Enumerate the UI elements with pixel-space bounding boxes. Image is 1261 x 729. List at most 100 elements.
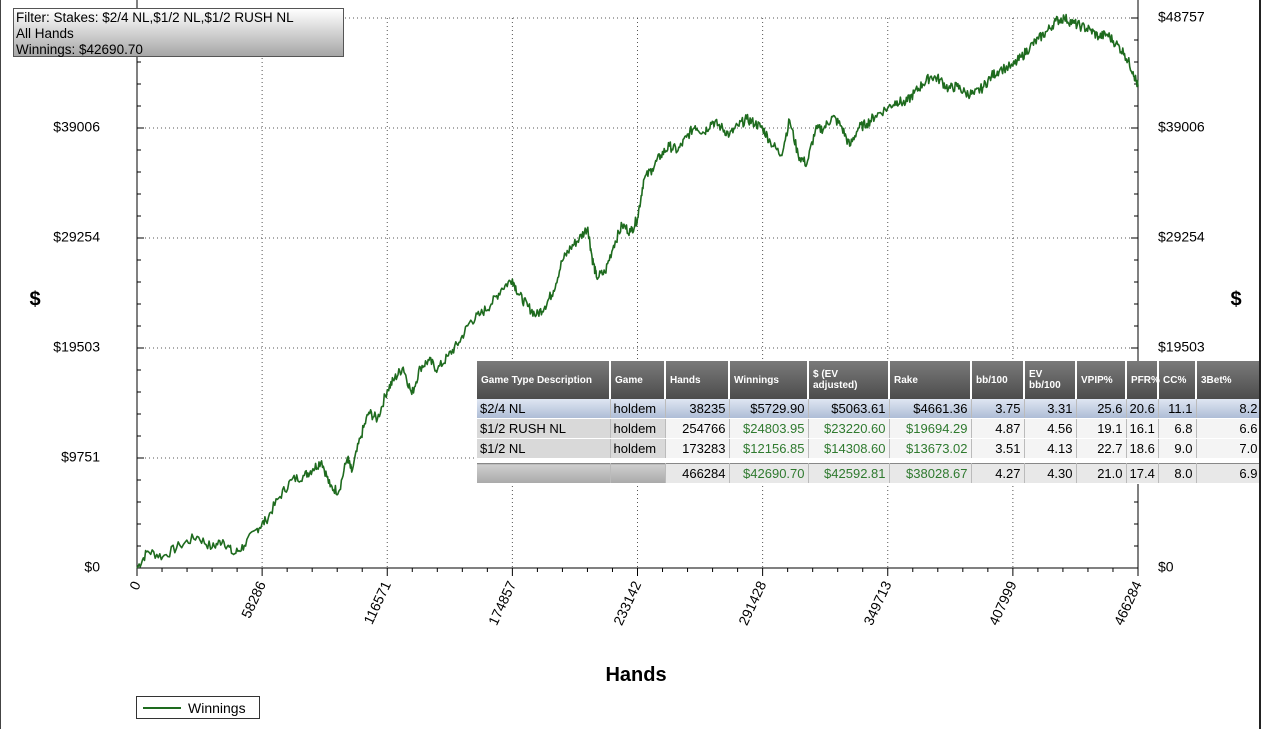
y-tick-label-right: $0	[1158, 559, 1174, 575]
cell-total-winnings: $42690.70	[729, 463, 809, 484]
table-spacer	[477, 458, 1261, 464]
cell-bb100: 3.75	[971, 399, 1025, 419]
x-tick-label: 349713	[860, 578, 894, 627]
filter-hands-text: All Hands	[16, 26, 74, 41]
cell-total-blank	[477, 463, 611, 484]
x-tick-label: 0	[126, 578, 144, 592]
cell-pfr: 18.6	[1126, 438, 1159, 459]
cell-ev-bb100: 4.13	[1024, 438, 1077, 459]
cell-ev-adjusted: $23220.60	[808, 418, 890, 439]
y-tick-label-right: $29254	[1158, 229, 1205, 245]
x-tick-label: 233142	[610, 578, 644, 627]
filter-stakes-text: Filter: Stakes: $2/4 NL,$1/2 NL,$1/2 RUS…	[16, 10, 294, 25]
cell-rake: $13673.02	[889, 438, 972, 459]
cell-hands: 38235	[665, 399, 730, 419]
cell-bb100: 3.51	[971, 438, 1025, 459]
y-tick-label-left: $29254	[53, 229, 100, 245]
col-ev-adjusted[interactable]: $ (EV adjusted)	[808, 361, 890, 399]
cell-cc: 11.1	[1158, 399, 1197, 419]
cell-3bet: 6.6	[1196, 418, 1261, 439]
cell-ev-adjusted: $14308.60	[808, 438, 890, 459]
cell-hands: 254766	[665, 418, 730, 439]
series-line-winnings	[136, 13, 1139, 569]
x-axis-title: Hands	[605, 664, 666, 686]
col-bb100[interactable]: bb/100	[971, 361, 1025, 399]
stats-header-row: Game Type Description Game Hands Winning…	[477, 361, 1261, 399]
window-right-border	[1259, 0, 1261, 729]
legend-swatch-winnings	[143, 707, 181, 709]
y-tick-label-right: $48757	[1158, 9, 1205, 25]
col-3bet[interactable]: 3Bet%	[1196, 361, 1261, 399]
x-tick-label: 174857	[485, 578, 519, 627]
cell-total-ev-bb100: 4.30	[1024, 463, 1077, 484]
y-tick-label-left: $19503	[53, 339, 100, 355]
cell-pfr: 16.1	[1126, 418, 1159, 439]
cell-vpip: 25.6	[1076, 399, 1127, 419]
axis-ticks: $0$0$9751$9751$19503$19503$29254$29254$3…	[53, 9, 1205, 628]
legend-label-winnings: Winnings	[188, 700, 246, 716]
y-tick-label-right: $39006	[1158, 119, 1205, 135]
col-hands[interactable]: Hands	[665, 361, 730, 399]
cell-game: holdem	[610, 418, 666, 439]
filter-info-box: Filter: Stakes: $2/4 NL,$1/2 NL,$1/2 RUS…	[13, 8, 344, 57]
cell-winnings: $5729.90	[729, 399, 809, 419]
cell-total-hands: 466284	[665, 463, 730, 484]
col-pfr[interactable]: PFR%	[1126, 361, 1160, 399]
cell-ev-bb100: 4.56	[1024, 418, 1077, 439]
cell-winnings: $12156.85	[729, 438, 809, 459]
chart-legend: Winnings	[136, 696, 260, 719]
y-axis-title-left: $	[29, 288, 40, 310]
series-layer	[136, 13, 1139, 569]
col-game-type-description[interactable]: Game Type Description	[477, 361, 611, 399]
grid-lines	[137, 17, 1139, 568]
col-game[interactable]: Game	[610, 361, 666, 399]
cell-rake: $4661.36	[889, 399, 972, 419]
x-tick-label: 291428	[735, 578, 769, 627]
cell-3bet: 8.2	[1196, 399, 1261, 419]
cell-total-vpip: 21.0	[1076, 463, 1127, 484]
cell-cc: 9.0	[1158, 438, 1197, 459]
x-tick-label: 58286	[238, 578, 269, 620]
cell-ev-adjusted: $5063.61	[808, 399, 890, 419]
col-vpip[interactable]: VPIP%	[1076, 361, 1127, 399]
filter-winnings-text: Winnings: $42690.70	[16, 42, 143, 57]
cell-game: holdem	[610, 399, 666, 419]
cell-bb100: 4.87	[971, 418, 1025, 439]
y-axis-title-right: $	[1230, 288, 1241, 310]
col-ev-bb100[interactable]: EV bb/100	[1024, 361, 1077, 399]
y-tick-label-left: $0	[84, 559, 100, 575]
cell-pfr: 20.6	[1126, 399, 1159, 419]
cell-description: $2/4 NL	[477, 399, 611, 419]
x-tick-label: 407999	[985, 578, 1019, 627]
table-row[interactable]: $1/2 NL holdem 173283 $12156.85 $14308.6…	[477, 438, 1261, 459]
table-row[interactable]: $1/2 RUSH NL holdem 254766 $24803.95 $23…	[477, 418, 1261, 439]
cell-3bet: 7.0	[1196, 438, 1261, 459]
cell-total-cc: 8.0	[1158, 463, 1197, 484]
cell-rake: $19694.29	[889, 418, 972, 439]
cell-total-3bet: 6.9	[1196, 463, 1261, 484]
y-tick-label-right: $19503	[1158, 339, 1205, 355]
col-winnings[interactable]: Winnings	[729, 361, 809, 399]
x-tick-label: 116571	[360, 578, 394, 626]
cell-total-rake: $38028.67	[889, 463, 972, 484]
cell-game: holdem	[610, 438, 666, 459]
cell-description: $1/2 NL	[477, 438, 611, 459]
cell-total-ev-adjusted: $42592.81	[808, 463, 890, 484]
x-tick-label: 466284	[1110, 578, 1144, 627]
col-cc[interactable]: CC%	[1158, 361, 1197, 399]
cell-vpip: 22.7	[1076, 438, 1127, 459]
y-tick-label-left: $39006	[53, 119, 100, 135]
col-rake[interactable]: Rake	[889, 361, 972, 399]
cell-cc: 6.8	[1158, 418, 1197, 439]
stats-table: Game Type Description Game Hands Winning…	[477, 361, 1261, 484]
cell-winnings: $24803.95	[729, 418, 809, 439]
y-tick-label-left: $9751	[61, 449, 100, 465]
totals-row: 466284 $42690.70 $42592.81 $38028.67 4.2…	[477, 463, 1261, 484]
window-left-border	[0, 0, 1, 729]
cell-total-blank	[610, 463, 666, 484]
table-row[interactable]: $2/4 NL holdem 38235 $5729.90 $5063.61 $…	[477, 399, 1261, 419]
cell-vpip: 19.1	[1076, 418, 1127, 439]
cell-total-bb100: 4.27	[971, 463, 1025, 484]
cell-description: $1/2 RUSH NL	[477, 418, 611, 439]
cell-hands: 173283	[665, 438, 730, 459]
